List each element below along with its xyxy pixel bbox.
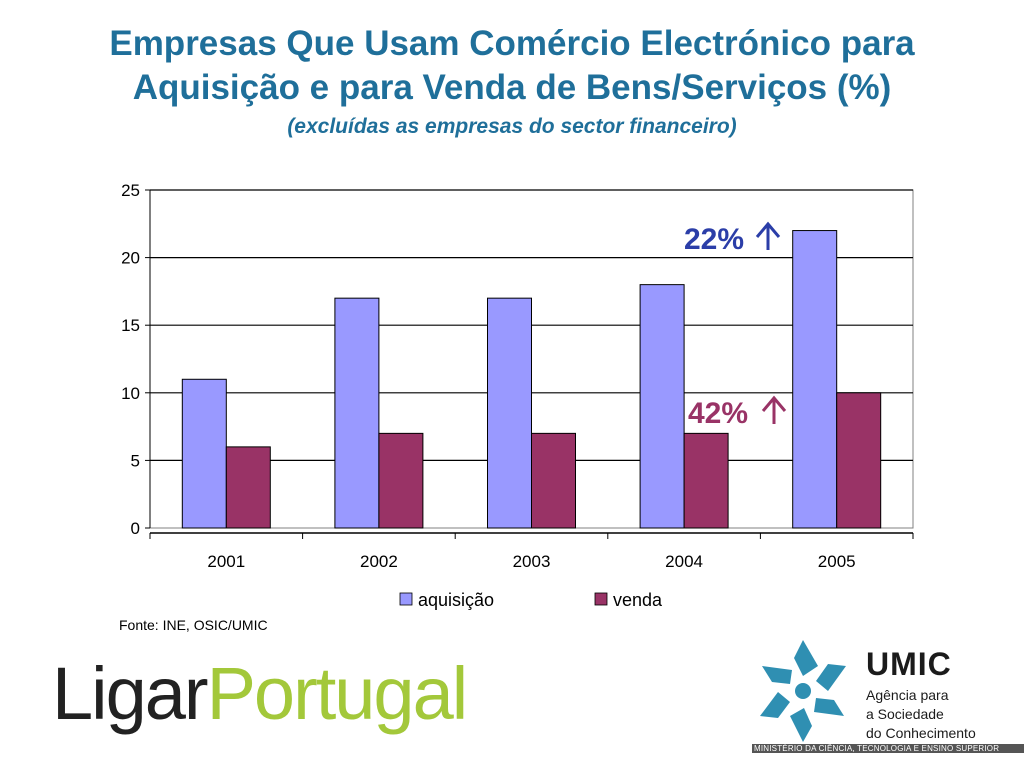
umic-name: UMIC [866,646,952,682]
umic-tagline: Agência para a Sociedade do Conhecimento [866,686,976,743]
bar-aquisicao-2003 [487,297,532,529]
bar-aquisicao-2004 [639,284,685,529]
arrow-up-icon [755,221,781,250]
umic-logo-icon [760,640,846,742]
umic-tagline-line-1: Agência para [866,687,949,703]
bars [181,230,882,529]
bar-venda-2004 [683,432,729,529]
ministry-banner: MINISTÉRIO DA CIÊNCIA, TECNOLOGIA E ENSI… [752,744,1024,753]
bar-venda-2005 [836,392,882,529]
axes [145,189,914,539]
arrow-up-icon [761,395,787,424]
x-tick-label: 2005 [818,552,856,571]
logo-ligar-text: Ligar [52,652,209,735]
bar-venda-2001 [225,446,271,529]
title-subtitle: (excluídas as empresas do sector finance… [287,115,737,138]
axis-labels: 0 5 10 15 20 25 2001 2002 2003 2004 2005 [121,181,856,571]
y-tick-label: 25 [121,181,140,200]
logo-portugal-text: Portugal [206,652,469,735]
y-tick-label: 10 [121,384,140,403]
annotation-venda-growth: 42% [688,395,787,430]
bar-aquisicao-2002 [334,297,380,529]
slide-title: Empresas Que Usam Comércio Electrónico p… [0,22,1024,142]
bar-aquisicao-2005 [792,230,838,529]
annotation-22-text: 22% [684,223,744,256]
x-tick-label: 2001 [207,552,245,571]
title-line-2: Aquisição e para Venda de Bens/Serviços … [132,68,892,107]
x-tick-label: 2002 [360,552,398,571]
y-tick-label: 5 [131,451,140,470]
legend-swatch-venda [594,592,608,606]
bar-venda-2002 [378,432,424,529]
x-tick-label: 2003 [513,552,551,571]
umic-tagline-line-3: do Conhecimento [866,725,976,741]
legend-label-aquisicao: aquisição [418,590,494,610]
bar-venda-2003 [531,432,576,529]
y-tick-label: 15 [121,316,140,335]
legend: aquisição venda [399,590,663,610]
bar-chart: 0 5 10 15 20 25 2001 2002 2003 2004 2005 aquisição… [121,181,914,610]
legend-label-venda: venda [613,590,663,610]
y-tick-label: 0 [131,519,140,538]
annotation-aquisicao-growth: 22% [684,221,781,256]
umic-tagline-line-2: a Sociedade [866,706,944,722]
x-tick-label: 2004 [665,552,703,571]
annotation-42-text: 42% [688,397,748,430]
bar-aquisicao-2001 [181,378,227,529]
source-note: Fonte: INE, OSIC/UMIC [119,617,268,633]
ligar-portugal-logo: LigarPortugal [52,652,469,736]
legend-swatch-aquisicao [399,592,413,606]
title-line-1: Empresas Que Usam Comércio Electrónico p… [109,24,915,63]
y-tick-label: 20 [121,249,140,268]
